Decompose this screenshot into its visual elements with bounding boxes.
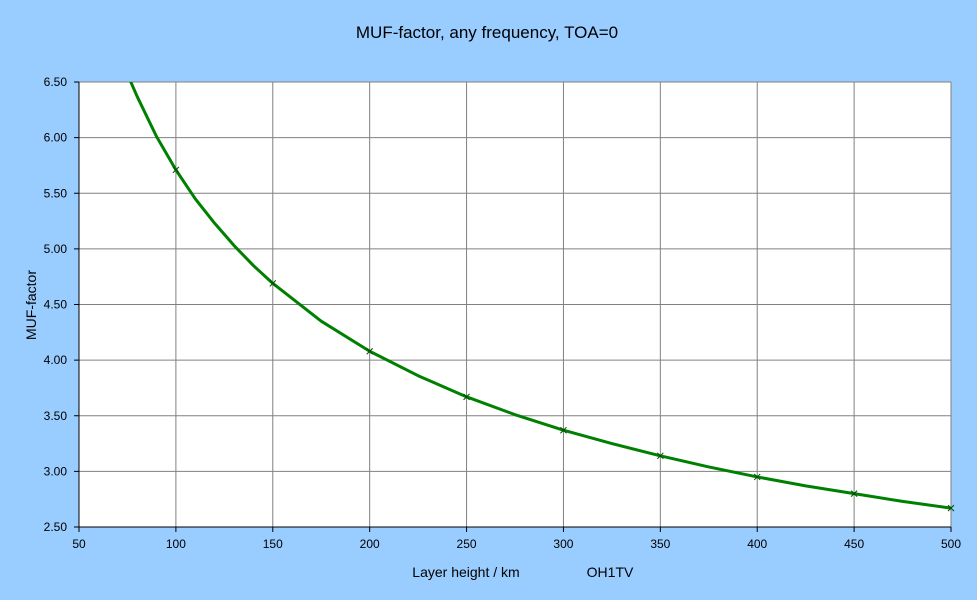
data-point-marker [753,473,761,481]
series-muf-factor [129,82,955,512]
y-axis-label: MUF-factor [23,270,39,340]
x-tick-label: 400 [747,537,767,551]
x-tick-label: 300 [553,537,573,551]
author-annotation: OH1TV [587,564,634,580]
data-point-marker [850,490,858,497]
y-tick-label: 5.50 [44,186,68,200]
x-tick-label: 100 [166,537,186,551]
x-tick-label: 350 [650,537,670,551]
y-tick-label: 3.50 [44,409,68,423]
data-point-marker [366,347,374,355]
series-line [129,82,951,510]
data-point-marker [463,393,470,401]
x-tick-label: 200 [360,537,380,551]
x-tick-label: 250 [457,537,477,551]
y-tick-label: 3.00 [44,464,68,478]
x-tick-label: 50 [72,537,86,551]
y-tick-label: 5.00 [44,242,68,256]
x-tick-label: 150 [263,537,283,551]
y-tick-label: 6.50 [44,75,68,89]
y-tick-label: 4.50 [44,298,68,312]
x-tick-label: 450 [844,537,864,551]
data-point-marker [947,504,955,512]
data-point-marker [560,426,567,434]
data-point-marker [172,166,180,174]
y-tick-label: 2.50 [44,520,68,534]
data-point-marker [656,452,664,460]
tick-labels: 50 100 150 200 250 300 350 400 450 500 2.50 3.00 3.5… [44,75,962,551]
data-point-marker [269,280,277,287]
x-axis-label: Layer height / km [412,564,519,580]
y-tick-label: 6.00 [44,131,68,145]
chart-title: MUF-factor, any frequency, TOA=0 [356,23,618,42]
y-tick-label: 4.00 [44,353,68,367]
x-tick-label: 500 [941,537,961,551]
